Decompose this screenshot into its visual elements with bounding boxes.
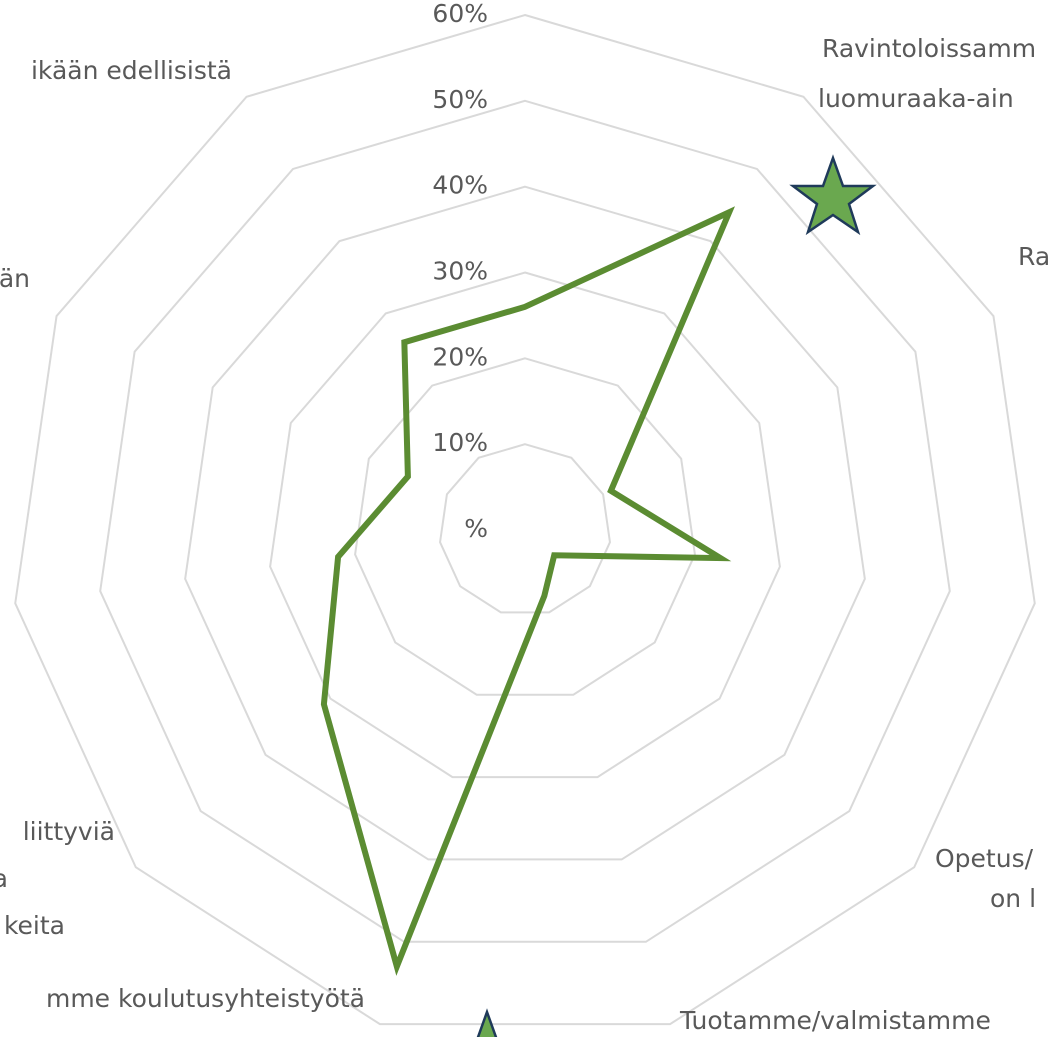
- grid-ring: [269, 271, 781, 779]
- category-label: ikään edellisistä: [31, 56, 232, 85]
- category-label: än: [0, 264, 30, 293]
- y-tick-label: 50%: [432, 85, 488, 114]
- grid-ring: [184, 185, 866, 861]
- star-marker: [789, 154, 877, 236]
- y-tick-label: 30%: [432, 257, 488, 286]
- category-label: Ravintoloissamm: [822, 34, 1036, 63]
- category-label: on l: [990, 884, 1036, 913]
- category-label: Tuotamme/valmistamme: [679, 1006, 991, 1035]
- grid-ring: [439, 443, 611, 614]
- y-tick-label: 20%: [432, 342, 488, 371]
- y-tick-label: 60%: [432, 0, 488, 28]
- y-tick-label: 10%: [432, 428, 488, 457]
- grid-ring: [14, 13, 1036, 1026]
- category-label: Ra: [1018, 242, 1050, 271]
- y-tick-label: 40%: [432, 171, 488, 200]
- radar-line: [320, 206, 735, 976]
- grid-ring: [99, 99, 951, 943]
- category-label: luomuraaka-ain: [818, 84, 1014, 113]
- star-marker: [476, 1008, 498, 1037]
- category-label: Opetus/: [935, 844, 1034, 873]
- grid-ring: [354, 357, 696, 696]
- category-label: mme koulutusyhteistyötä: [46, 984, 365, 1013]
- category-label: a: [0, 864, 8, 893]
- category-label: keita: [4, 911, 65, 940]
- category-label: liittyviä: [23, 817, 115, 846]
- y-tick-label: %: [464, 514, 488, 543]
